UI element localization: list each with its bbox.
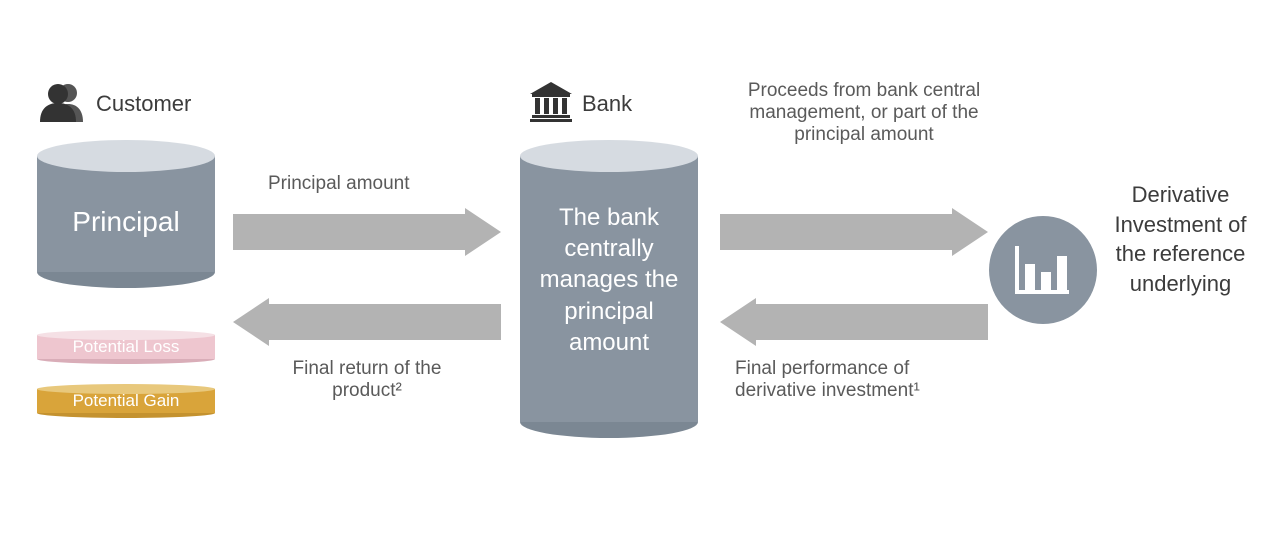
arrow-label-proceeds: Proceeds from bank central management, o… xyxy=(740,80,988,146)
customer-cylinder-label: Principal xyxy=(37,206,215,238)
arrow-label-final-performance: Final performance of derivative investme… xyxy=(735,358,975,402)
bank-cylinder: The bank centrally manages the principal… xyxy=(520,140,698,438)
arrow-label-final-return: Final return of the product² xyxy=(258,358,476,402)
bar-chart-icon xyxy=(1013,240,1073,300)
potential-loss-pill: Potential Loss xyxy=(37,330,215,364)
derivative-label: Derivative Investment of the reference u… xyxy=(1108,180,1253,299)
derivative-circle xyxy=(989,216,1097,324)
customer-label: Customer xyxy=(96,90,191,118)
bank-cylinder-text: The bank centrally manages the principal… xyxy=(532,202,686,358)
potential-loss-label: Potential Loss xyxy=(37,337,215,357)
arrow-proceeds xyxy=(720,208,988,256)
bank-label: Bank xyxy=(582,90,632,118)
potential-gain-pill: Potential Gain xyxy=(37,384,215,418)
potential-gain-label: Potential Gain xyxy=(37,391,215,411)
arrow-final-return xyxy=(233,298,501,346)
bank-icon xyxy=(530,82,572,122)
customer-cylinder: Principal xyxy=(37,140,215,288)
people-icon xyxy=(40,82,86,122)
arrow-final-performance xyxy=(720,298,988,346)
arrow-principal-amount xyxy=(233,208,501,256)
arrow-label-principal-amount: Principal amount xyxy=(268,173,410,195)
